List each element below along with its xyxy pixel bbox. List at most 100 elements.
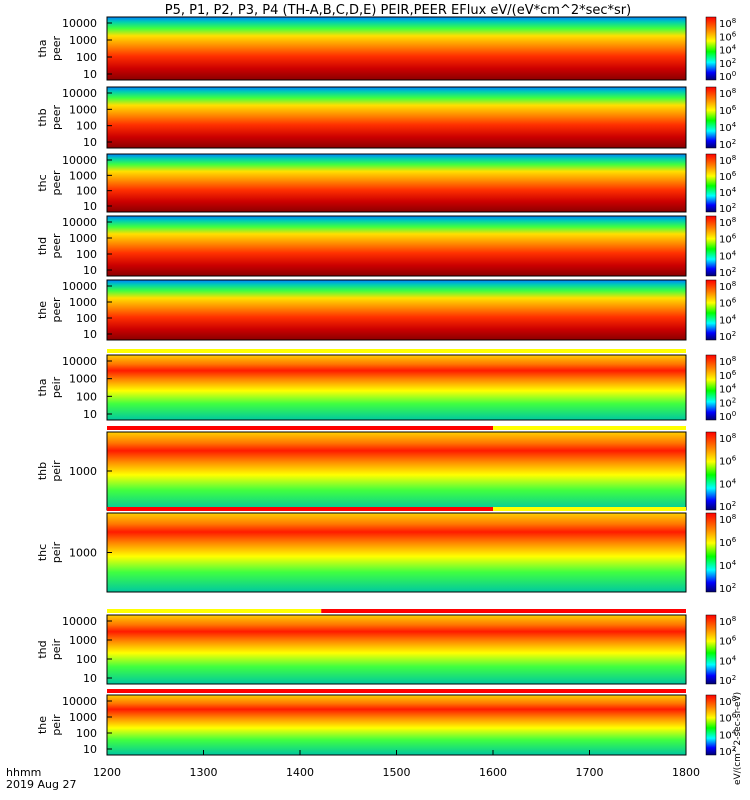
colorbar-tick-thd_peir-0: 108 [719,615,736,628]
spectrogram-thb_peer [107,87,686,148]
colorbar-thd_peir [705,614,717,685]
x-tick-0: 1200 [93,766,121,779]
plot-frame-thd_peer [106,215,687,277]
y-tick-thd_peer-2: 100 [76,248,97,261]
colorbar-tick-the_peir-1: 106 [719,712,737,725]
colorbar-tick-tha_peir-4: 100 [719,410,736,423]
y-label-the_peir-sc: the [36,716,49,734]
y-label-thb_peer-inst: peer [50,105,63,131]
colorbar-tick-the_peer-2: 104 [719,313,737,326]
x-date-label: 2019 Aug 27 [6,778,76,791]
colorbar-tick-the_peir-2: 104 [719,728,737,741]
x-axis: 1200 1300 1400 1500 1600 1700 1800 [93,750,700,779]
x-footer-label: hhmm [6,766,41,779]
y-tick-thc_peer-3: 10 [83,200,97,213]
y-tick-tha_peir-2: 100 [76,390,97,403]
y-tick-thc_peer-0: 10000 [62,154,97,167]
y-tick-tha_peir-3: 10 [83,408,97,421]
y-tick-thd_peir-2: 100 [76,653,97,666]
y-tick-tha_peir-0: 10000 [62,355,97,368]
colorbar-tick-tha_peir-3: 102 [719,396,736,409]
y-tick-the_peir-3: 10 [83,743,97,756]
y-label-the_peer-inst: peer [50,297,63,323]
y-tick-the_peer-2: 100 [76,312,97,325]
panel-thb_peer: 10000 1000 100 10 thb peer 108 106 104 102 [36,86,737,151]
y-label-tha_peer-sc: tha [36,39,49,57]
colorbar-tick-tha_peer-4: 100 [719,70,736,83]
y-label-tha_peir-inst: peir [50,376,63,398]
panel-the_peer: 10000 1000 100 10 the peer 108 106 104 102 [36,279,737,343]
panel-thd_peir: 10000 1000 100 10 thd peir 108 106 104 102 [36,609,737,687]
plot-frame-the_peer [106,279,687,341]
y-label-tha_peer-inst: peer [50,36,63,62]
x-tick-2: 1400 [286,766,314,779]
spectrogram-thb_peir [107,432,686,510]
plot-frame-tha_peir [106,354,687,421]
plot-frame-tha_peer [106,16,687,81]
colorbar-tick-the_peir-3: 102 [719,745,736,758]
y-tick-thb_peer-0: 10000 [62,87,97,100]
colorbar-tick-thc_peir-1: 106 [719,536,737,549]
y-label-thb_peer-sc: thb [36,108,49,126]
y-tick-tha_peer-2: 100 [76,51,97,64]
y-label-thd_peir-sc: thd [36,640,49,658]
x-tick-6: 1800 [672,766,700,779]
colorbar-tick-thd_peir-2: 104 [719,654,737,667]
colorbar-thb_peir [705,431,717,511]
y-label-thc_peer-inst: peer [50,170,63,196]
colorbar-tick-tha_peir-1: 106 [719,369,737,382]
y-tick-the_peir-0: 10000 [62,695,97,708]
status-bar-thd_peir-1 [321,609,686,613]
plot-frame-thc_peer [106,153,687,213]
y-tick-thd_peer-3: 10 [83,264,97,277]
spectrogram-the_peer [107,280,686,340]
y-tick-thb_peir-0: 1000 [69,465,97,478]
y-tick-thd_peir-1: 1000 [69,634,97,647]
y-tick-the_peir-2: 100 [76,727,97,740]
chart-title: P5, P1, P2, P3, P4 (TH-A,B,C,D,E) PEIR,P… [165,3,631,18]
status-bar-the_peir-0 [107,689,686,693]
colorbar-tick-thd_peer-2: 104 [719,249,737,262]
colorbar-tick-tha_peer-1: 106 [719,30,737,43]
status-bar-thc_peir-0 [107,507,493,511]
colorbar-tick-thd_peir-3: 102 [719,674,736,687]
colorbar-tick-thd_peer-3: 102 [719,266,736,279]
y-label-thd_peer-inst: peer [50,233,63,259]
colorbar-thc_peir [705,512,717,593]
y-tick-tha_peer-1: 1000 [69,34,97,47]
y-label-thc_peer-sc: thc [36,174,49,191]
y-tick-the_peer-0: 10000 [62,280,97,293]
spectrogram-thc_peir [107,513,686,592]
y-label-the_peir-inst: peir [50,714,63,736]
colorbar-tick-thb_peir-2: 104 [719,477,737,490]
colorbar-tick-tha_peer-3: 102 [719,57,736,70]
spectrogram-thc_peer [107,154,686,212]
x-tick-4: 1600 [479,766,507,779]
colorbar-tick-tha_peer-0: 108 [719,17,736,30]
colorbar-tick-thc_peir-0: 108 [719,513,736,526]
colorbar-label: eV/(cm^2-sec-sr-eV) [733,692,743,785]
y-tick-the_peer-3: 10 [83,328,97,341]
y-label-thd_peir-inst: peir [50,638,63,660]
y-tick-thb_peer-2: 100 [76,120,97,133]
colorbar-thc_peer [705,153,717,213]
y-tick-thc_peer-2: 100 [76,185,97,198]
y-tick-thb_peer-1: 1000 [69,103,97,116]
colorbar-tick-thc_peir-3: 102 [719,582,736,595]
panel-thc_peer: 10000 1000 100 10 thc peer 108 106 104 102 [36,153,737,215]
y-tick-thd_peir-3: 10 [83,672,97,685]
y-label-thc_peir-sc: thc [36,544,49,561]
colorbar-tick-thd_peer-1: 106 [719,233,737,246]
status-bar-thc_peir-1 [493,507,686,511]
status-bar-thd_peir-0 [107,609,322,613]
plot-frame-thd_peir [106,614,687,685]
y-tick-tha_peer-0: 10000 [62,17,97,30]
plot-frame-thb_peer [106,86,687,149]
colorbar-thd_peer [705,215,717,277]
y-label-the_peer-sc: the [36,301,49,319]
y-tick-the_peir-1: 1000 [69,711,97,724]
colorbar-tick-the_peir-0: 108 [719,695,736,708]
